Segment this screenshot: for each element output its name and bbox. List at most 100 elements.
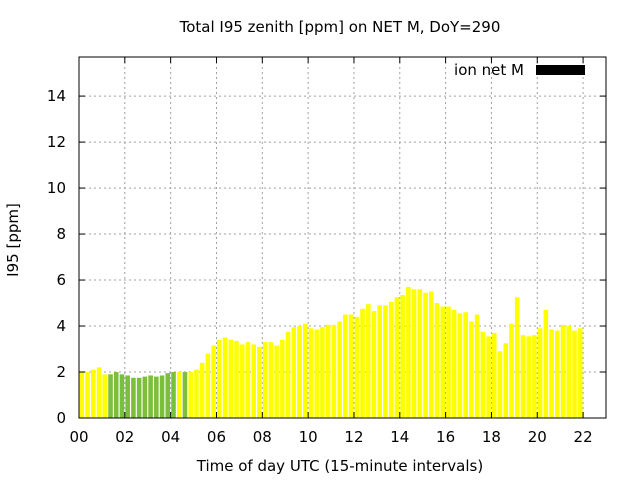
bar (325, 324, 331, 418)
bar (280, 339, 285, 418)
bar (136, 377, 142, 418)
bar (566, 326, 572, 418)
bar (400, 294, 405, 418)
bar (91, 369, 96, 418)
bar (560, 324, 566, 418)
bar (188, 372, 193, 418)
bar (199, 362, 205, 418)
bar (159, 375, 165, 418)
bar (182, 372, 188, 418)
bar (497, 351, 503, 418)
bar (348, 314, 354, 418)
grid (79, 57, 606, 418)
bar (239, 344, 245, 418)
bar (577, 328, 583, 418)
bar (262, 342, 268, 418)
bar (520, 335, 526, 418)
bar (474, 314, 480, 418)
x-tick-label: 14 (390, 428, 409, 446)
bar (463, 312, 468, 418)
y-tick-label: 6 (56, 271, 66, 289)
bar (142, 376, 148, 418)
bar (354, 316, 360, 418)
bar (131, 377, 136, 418)
bar (96, 367, 102, 418)
y-tick-label: 14 (47, 87, 66, 105)
bar (428, 291, 434, 418)
bar (417, 289, 423, 418)
bar (383, 305, 388, 418)
bar (211, 345, 216, 418)
bar (365, 304, 371, 418)
bar (154, 376, 159, 418)
bar (228, 339, 234, 418)
bar (291, 327, 297, 418)
bar (257, 346, 262, 418)
bar (268, 342, 274, 418)
bar (480, 331, 486, 418)
bar (176, 372, 182, 418)
bar (503, 343, 509, 418)
y-tick-label: 12 (47, 133, 66, 151)
bar (234, 340, 239, 418)
bar (509, 323, 514, 418)
y-axis-label: I95 [ppm] (4, 203, 22, 277)
x-tick-label: 22 (574, 428, 593, 446)
bar (440, 306, 446, 418)
x-tick-label: 16 (436, 428, 455, 446)
bar (526, 336, 531, 418)
bar (331, 324, 337, 418)
chart-title: Total I95 zenith [ppm] on NET M, DoY=290 (179, 18, 501, 36)
x-tick-label: 00 (69, 428, 88, 446)
bar (205, 353, 211, 418)
bar (423, 292, 428, 418)
bar (302, 323, 308, 418)
bar (394, 297, 400, 418)
bar (457, 313, 463, 418)
bar (102, 374, 108, 418)
plot-frame (78, 56, 607, 419)
y-tick-label: 2 (56, 363, 66, 381)
bar (360, 308, 365, 418)
bar (274, 345, 279, 418)
x-tick-label: 10 (299, 428, 318, 446)
bar (572, 330, 577, 418)
x-axis-label: Time of day UTC (15-minute intervals) (196, 457, 483, 475)
x-tick-label: 02 (115, 428, 134, 446)
x-tick-label: 12 (344, 428, 363, 446)
y-tick-label: 4 (56, 317, 66, 335)
bar (251, 344, 257, 418)
bar (119, 374, 125, 418)
bar (314, 329, 320, 418)
bar (222, 337, 228, 418)
x-tick-label: 04 (161, 428, 180, 446)
bar (108, 374, 113, 418)
bar (285, 331, 291, 418)
bar (337, 321, 342, 418)
bar (297, 326, 302, 418)
legend: ion net M (454, 61, 585, 79)
bar (451, 309, 457, 418)
bar (165, 373, 171, 418)
x-tick-label: 20 (528, 428, 547, 446)
y-tick-label: 8 (56, 225, 66, 243)
bar (514, 297, 520, 418)
bar (492, 332, 497, 418)
bar (406, 286, 411, 418)
bar (85, 372, 90, 418)
x-tick-label: 18 (482, 428, 501, 446)
bar (171, 372, 176, 418)
bars (79, 286, 583, 418)
bar (194, 369, 199, 418)
x-tick-label: 06 (207, 428, 226, 446)
bar (148, 375, 153, 418)
bar (549, 329, 554, 418)
bar (343, 314, 348, 418)
x-tick-label: 08 (253, 428, 272, 446)
y-tick-label: 10 (47, 179, 66, 197)
bar (486, 336, 491, 418)
bar (543, 309, 549, 418)
bar (469, 321, 474, 418)
legend-label: ion net M (454, 61, 524, 79)
